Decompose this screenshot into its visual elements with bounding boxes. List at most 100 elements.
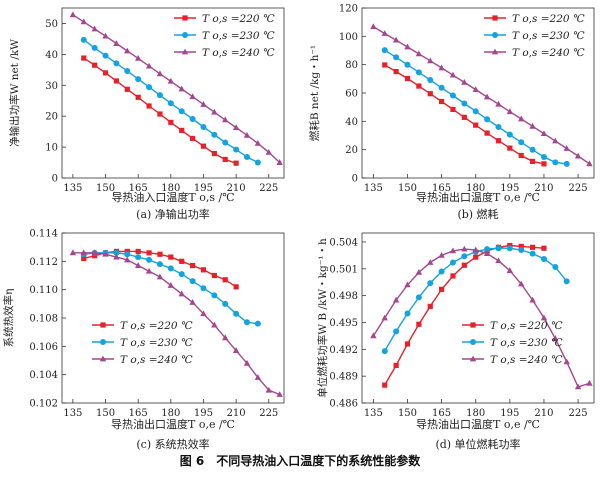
data-point-s1 bbox=[146, 84, 153, 91]
data-point-s1 bbox=[381, 47, 388, 54]
x-tick-label: 180 bbox=[466, 408, 485, 419]
data-point-s2 bbox=[495, 257, 502, 264]
data-point-s2 bbox=[211, 108, 218, 115]
y-tick-label: 0.102 bbox=[29, 399, 58, 410]
chart-panel-1: 135 150 165 180 195 210 225 0 20 40 60 80 100 120 导热油出… bbox=[308, 4, 595, 221]
x-tick-label: 195 bbox=[194, 408, 213, 419]
data-point-s0 bbox=[189, 135, 196, 142]
x-tick-label: 210 bbox=[227, 183, 246, 194]
data-point-s1 bbox=[124, 68, 131, 75]
data-point-s2 bbox=[80, 18, 87, 25]
x-tick-label: 165 bbox=[129, 183, 148, 194]
data-point-s2 bbox=[427, 57, 434, 64]
x-tick-label: 195 bbox=[500, 408, 519, 419]
x-tick-label: 180 bbox=[161, 183, 180, 194]
chart-panel-3: 135 150 165 180 195 210 225 0.486 0.489 0.492 0.49… bbox=[316, 232, 595, 451]
legend-label: T o,s =240 ℃ bbox=[202, 47, 275, 59]
data-point-s2 bbox=[404, 43, 411, 50]
data-point-s2 bbox=[370, 332, 377, 339]
y-tick-label: 0.501 bbox=[329, 264, 358, 275]
data-point-s1 bbox=[178, 108, 185, 115]
data-point-s2 bbox=[563, 358, 570, 365]
legend-marker bbox=[469, 355, 477, 362]
data-point-s1 bbox=[156, 92, 163, 99]
data-point-s0 bbox=[189, 262, 196, 269]
data-point-s2 bbox=[200, 101, 207, 107]
data-point-s0 bbox=[393, 69, 399, 75]
data-point-s0 bbox=[529, 158, 536, 165]
data-point-s2 bbox=[243, 359, 251, 366]
data-point-s2 bbox=[552, 335, 559, 341]
data-point-s2 bbox=[167, 282, 175, 288]
data-point-s1 bbox=[211, 131, 218, 138]
data-point-s0 bbox=[157, 251, 163, 257]
data-point-s2 bbox=[124, 256, 131, 263]
x-tick-label: 150 bbox=[398, 183, 417, 194]
x-tick-label: 210 bbox=[534, 183, 553, 194]
data-point-s1 bbox=[167, 265, 174, 272]
data-point-s0 bbox=[473, 122, 479, 128]
data-point-s1 bbox=[222, 139, 229, 146]
data-point-s2 bbox=[69, 249, 77, 256]
legend-label: T o,s =240 ℃ bbox=[490, 354, 563, 366]
legend-marker bbox=[181, 48, 189, 55]
data-point-s0 bbox=[81, 55, 87, 61]
data-point-s0 bbox=[518, 243, 524, 250]
series-line-1 bbox=[83, 252, 258, 325]
legend: T o,s =220 ℃ T o,s =230 ℃ T o,s =240 ℃ bbox=[92, 320, 193, 366]
data-point-s0 bbox=[450, 273, 456, 279]
data-point-s0 bbox=[450, 106, 456, 113]
legend-label: T o,s =220 ℃ bbox=[202, 13, 275, 25]
y-tick-label: 40 bbox=[45, 50, 58, 61]
data-point-s0 bbox=[507, 145, 513, 151]
data-point-s2 bbox=[438, 251, 445, 258]
legend-marker bbox=[470, 322, 476, 328]
data-point-s0 bbox=[416, 321, 422, 327]
x-tick-label: 210 bbox=[534, 408, 553, 419]
legend-label: T o,s =220 ℃ bbox=[120, 320, 193, 332]
data-point-s2 bbox=[506, 108, 514, 115]
data-point-s2 bbox=[222, 116, 229, 123]
data-point-s0 bbox=[439, 286, 445, 292]
data-point-s2 bbox=[449, 247, 457, 254]
data-point-s0 bbox=[200, 143, 207, 149]
legend-marker bbox=[182, 15, 188, 21]
data-point-s0 bbox=[518, 152, 524, 159]
legend-label: T o,s =230 ℃ bbox=[490, 337, 563, 349]
legend-marker bbox=[99, 355, 107, 362]
data-point-s2 bbox=[276, 159, 283, 165]
data-point-s0 bbox=[157, 111, 163, 117]
data-point-s2 bbox=[427, 259, 434, 265]
data-point-s0 bbox=[427, 91, 433, 97]
data-point-s2 bbox=[232, 347, 240, 353]
x-tick-label: 180 bbox=[466, 183, 485, 194]
data-point-s2 bbox=[415, 268, 423, 275]
chart-subcaption: (c) 系统热效率 bbox=[136, 437, 209, 451]
data-point-s1 bbox=[552, 159, 559, 166]
data-point-s2 bbox=[506, 267, 514, 273]
y-tick-label: 10 bbox=[45, 143, 58, 154]
data-point-s2 bbox=[189, 93, 196, 100]
x-tick-label: 165 bbox=[432, 408, 451, 419]
chart-panel-2: 135 150 165 180 195 210 225 0.102 0.104 0.106 0.10… bbox=[2, 229, 285, 451]
data-point-s2 bbox=[232, 124, 240, 131]
chart-panel-0: 135 150 165 180 195 210 225 0 10 20 30 40 50 导热油入口温度T… bbox=[8, 7, 285, 221]
data-point-s2 bbox=[134, 54, 142, 61]
data-point-s1 bbox=[80, 36, 87, 43]
y-axis-label: 燃耗B net /kg・h⁻¹ bbox=[308, 45, 321, 141]
data-point-s2 bbox=[156, 70, 164, 77]
y-tick-label: 20 bbox=[345, 145, 358, 156]
data-point-s0 bbox=[233, 284, 239, 290]
data-point-s1 bbox=[518, 139, 525, 146]
data-point-s0 bbox=[461, 114, 467, 120]
y-tick-label: 20 bbox=[45, 112, 58, 123]
data-point-s1 bbox=[506, 245, 513, 252]
y-tick-label: 0.486 bbox=[329, 399, 358, 410]
y-tick-label: 0.498 bbox=[329, 291, 358, 302]
data-point-s2 bbox=[156, 273, 164, 280]
data-point-s2 bbox=[483, 93, 491, 100]
data-point-s0 bbox=[222, 277, 228, 283]
data-point-s2 bbox=[124, 47, 131, 54]
data-point-s2 bbox=[91, 249, 98, 256]
legend-label: T o,s =220 ℃ bbox=[512, 13, 585, 25]
